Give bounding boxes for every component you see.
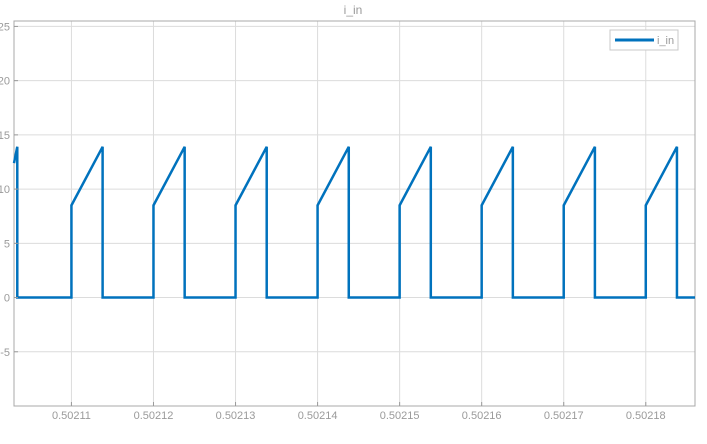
plot-area <box>13 20 696 407</box>
x-tick-label: 0.50218 <box>626 410 666 422</box>
legend-label: i_in <box>657 35 674 47</box>
y-tick-label: 15 <box>0 130 10 142</box>
series-layer <box>12 146 695 299</box>
x-tick-label: 0.50216 <box>462 410 502 422</box>
y-tick-label: 0 <box>4 293 10 305</box>
y-tick-label: 20 <box>0 76 10 88</box>
plot-border <box>13 20 696 407</box>
y-tick-label: 25 <box>0 21 10 33</box>
x-tick-label: 0.50212 <box>134 410 174 422</box>
y-axis: -5 0 5 10 15 20 25 <box>0 21 18 359</box>
x-tick-label: 0.50211 <box>52 410 91 422</box>
grid <box>14 21 695 406</box>
x-tick-label: 0.50214 <box>298 410 338 422</box>
chart-title: i_in <box>344 3 363 17</box>
x-tick-label: 0.50217 <box>544 410 584 422</box>
y-tick-label: 5 <box>4 238 10 250</box>
series-line-i-in <box>12 146 695 299</box>
legend[interactable]: i_in <box>609 29 679 51</box>
x-tick-label: 0.50215 <box>380 410 420 422</box>
x-axis: 0.50211 0.50212 0.50213 0.50214 0.50215 0.502… <box>52 402 666 422</box>
plot-background <box>14 21 695 406</box>
y-tick-label: 10 <box>0 184 10 196</box>
y-tick-label: -5 <box>0 347 10 359</box>
x-tick-label: 0.50213 <box>216 410 256 422</box>
